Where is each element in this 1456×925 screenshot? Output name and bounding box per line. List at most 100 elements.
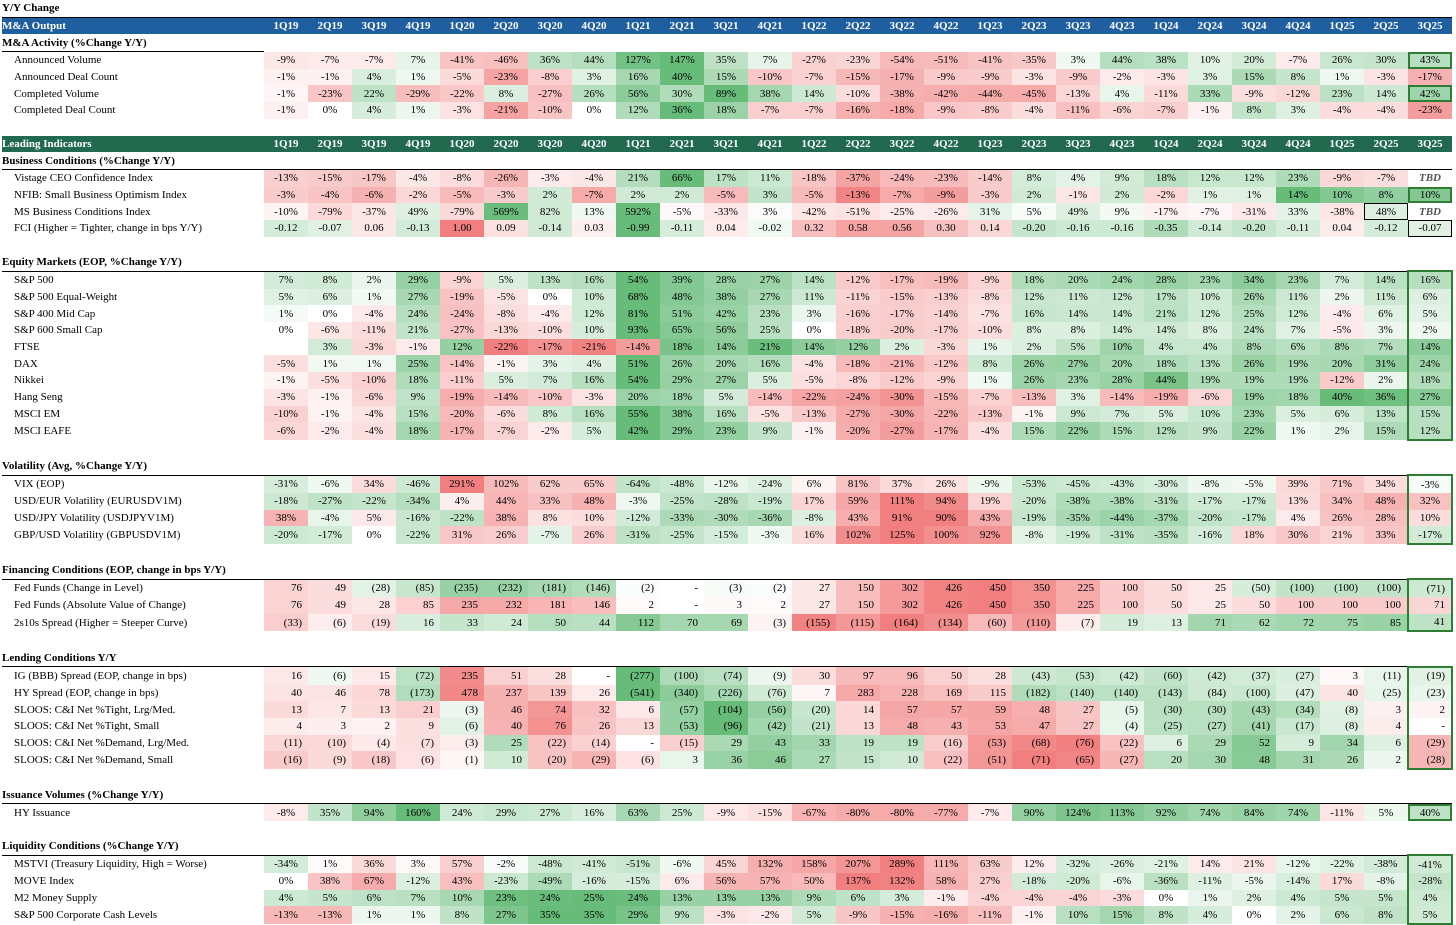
data-cell: 13 — [836, 717, 880, 735]
data-cell: -36% — [748, 509, 792, 527]
blank-cell — [1056, 821, 1100, 838]
data-cell: 89% — [704, 85, 748, 103]
data-cell: 20 — [1144, 751, 1188, 769]
section-spacer — [572, 457, 616, 476]
data-cell: -31% — [1100, 526, 1144, 544]
data-cell: 21% — [1320, 526, 1364, 544]
data-cell: 74 — [528, 701, 572, 718]
data-cell: -21% — [1144, 855, 1188, 874]
data-cell: 38% — [1144, 51, 1188, 69]
data-cell: 2% — [528, 186, 572, 204]
blank-cell — [1364, 769, 1408, 787]
data-cell: 23% — [1276, 271, 1320, 289]
data-cell: 36 — [704, 751, 748, 769]
data-cell: 44% — [484, 492, 528, 510]
blank-cell — [616, 237, 660, 254]
data-cell: -6% — [484, 405, 528, 423]
blank-cell — [924, 237, 968, 254]
section-spacer — [968, 561, 1012, 580]
row-label: Completed Volume — [14, 87, 99, 100]
blank-cell — [616, 631, 660, 649]
data-cell: -12% — [616, 509, 660, 527]
data-cell: 26% — [1320, 509, 1364, 527]
data-cell: -36% — [1144, 873, 1188, 890]
data-cell: -8% — [528, 68, 572, 86]
section-spacer — [924, 34, 968, 51]
title-spacer — [1012, 0, 1056, 18]
data-cell: 34% — [1364, 475, 1408, 493]
data-cell: 46 — [308, 684, 352, 702]
section-row: Volatility (Avg, %Change Y/Y) — [2, 457, 1452, 476]
quarter-header: 3Q22 — [880, 17, 924, 35]
data-cell: 71 — [1188, 613, 1232, 632]
data-cell: 22% — [1056, 422, 1100, 440]
section-spacer — [1276, 152, 1320, 170]
data-cell: (21) — [792, 717, 836, 735]
data-cell: 16% — [748, 355, 792, 373]
data-cell: 592% — [616, 203, 660, 220]
data-cell: -2% — [748, 906, 792, 925]
data-cell: -7% — [1276, 51, 1320, 69]
data-cell: -53% — [1012, 475, 1056, 493]
blank-cell — [484, 237, 528, 254]
blank-cell — [748, 821, 792, 838]
data-cell: 51% — [660, 305, 704, 323]
data-cell: -9% — [924, 102, 968, 119]
section-row: M&A Activity (%Change Y/Y) — [2, 34, 1452, 53]
data-cell: 12% — [616, 102, 660, 119]
data-cell: 2 — [352, 717, 396, 735]
data-cell: 17% — [704, 169, 748, 187]
blank-cell — [1232, 544, 1276, 562]
blank-cell — [440, 821, 484, 838]
data-cell: 0% — [1144, 889, 1188, 907]
data-cell: 50% — [792, 873, 836, 890]
data-cell: -26% — [484, 169, 528, 187]
data-cell: -9% — [704, 803, 748, 821]
data-cell: -11% — [1188, 873, 1232, 890]
data-cell: -35% — [1012, 51, 1056, 69]
data-cell: 49 — [308, 579, 352, 598]
data-cell: -1% — [264, 372, 308, 389]
data-cell: -17% — [924, 422, 968, 440]
data-row: USD/EUR Volatility (EURUSDV1M) -18% -27% -2… — [2, 492, 1453, 510]
blank-cell — [836, 544, 880, 562]
blank-cell — [880, 119, 924, 136]
data-cell: 44 — [572, 613, 616, 632]
row-label: Nikkei — [14, 374, 44, 387]
data-cell: -49% — [528, 873, 572, 890]
blank-cell — [1100, 119, 1144, 136]
data-cell: -48% — [660, 475, 704, 493]
section-spacer — [484, 786, 528, 805]
data-cell: 25% — [572, 889, 616, 907]
data-cell: 124% — [1056, 803, 1100, 821]
section-spacer — [704, 152, 748, 170]
data-cell: 48% — [572, 492, 616, 510]
blank-cell — [616, 440, 660, 458]
blank-cell — [1276, 631, 1320, 649]
section-spacer — [1232, 786, 1276, 805]
data-cell: -41% — [440, 51, 484, 69]
data-cell: 2 — [748, 597, 792, 614]
data-cell: -8% — [1012, 526, 1056, 544]
data-cell: 16% — [1407, 270, 1453, 289]
data-cell: -19% — [1144, 388, 1188, 406]
blank-cell — [704, 544, 748, 562]
data-row: SLOOS: C&I Net %Demand, Lrg/Med. (11) (10)… — [2, 734, 1453, 752]
data-cell: -41% — [1407, 854, 1453, 874]
data-cell: 26 — [572, 717, 616, 735]
data-cell: 15% — [1364, 422, 1408, 440]
data-cell: -23% — [308, 85, 352, 103]
data-cell: -24% — [880, 169, 924, 187]
data-cell: 1% — [396, 906, 440, 925]
blank-cell — [880, 237, 924, 254]
data-cell: 1% — [968, 372, 1012, 389]
row-label: IG (BBB) Spread (EOP, change in bps) — [14, 669, 187, 682]
blank-cell — [1100, 821, 1144, 838]
data-cell: 14% — [792, 271, 836, 289]
blank-cell — [1276, 821, 1320, 838]
data-cell: 14 — [836, 701, 880, 718]
data-row: HY Issuance -8% 35% 94% 160% 24% 29% 27% 16% 63% 2… — [2, 803, 1452, 821]
data-cell: 478 — [440, 684, 484, 702]
title-row: Y/Y Change — [2, 0, 1452, 18]
data-cell: 23% — [1232, 405, 1276, 423]
